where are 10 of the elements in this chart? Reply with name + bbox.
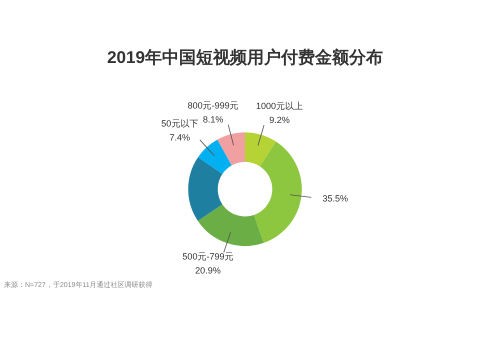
slice-label: 800元-999元	[188, 100, 239, 110]
slice-label: 1000元以上	[256, 101, 303, 112]
chart-title: 2019年中国短视频用户付费金额分布	[107, 48, 383, 67]
data-label: 9.2%	[269, 115, 290, 126]
data-label: 8.1%	[202, 114, 224, 124]
data-label: 20.9%	[195, 265, 221, 276]
data-label: 35.5%	[322, 193, 348, 204]
data-label: 7.4%	[170, 132, 190, 143]
slice-label: 500元-799元	[182, 251, 234, 262]
slice-label: 50元以下	[161, 118, 198, 129]
